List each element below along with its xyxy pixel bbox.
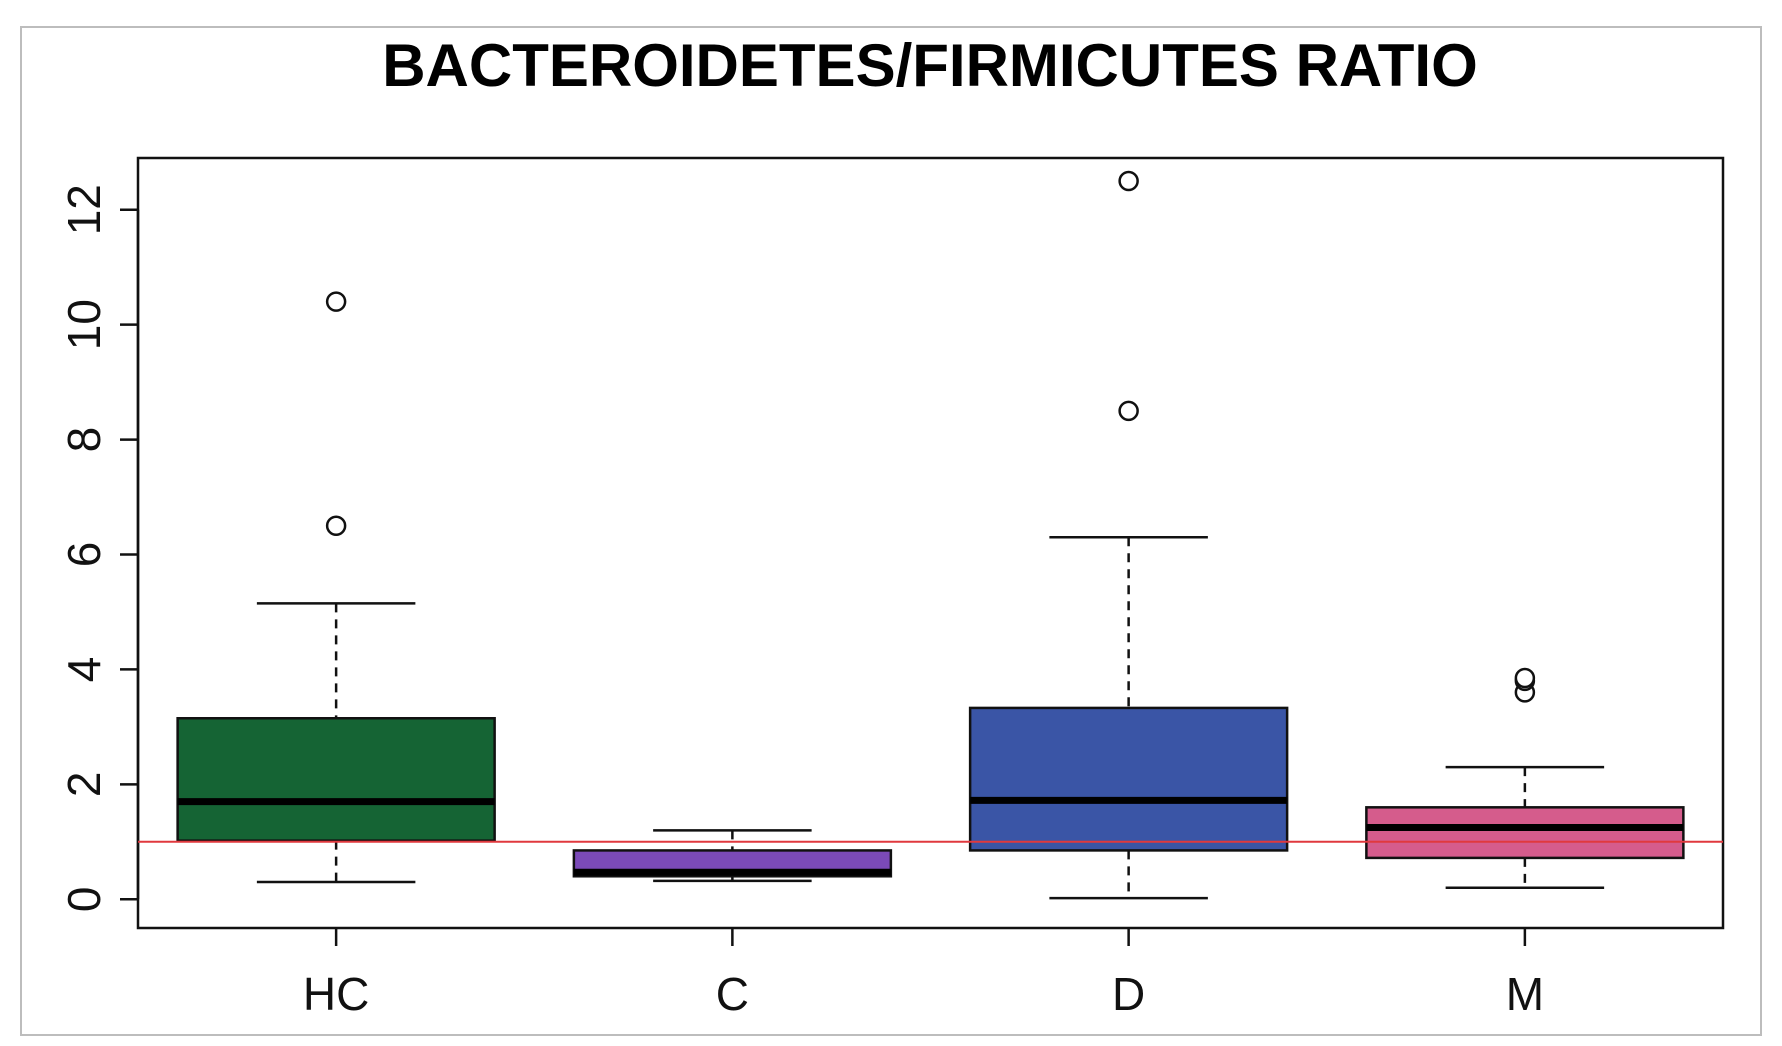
figure-frame: [20, 26, 1762, 1036]
box-iqr: [1365, 806, 1685, 860]
outlier-point: [1118, 170, 1139, 192]
y-tick-label: 8: [58, 427, 110, 453]
y-tick-label: 2: [58, 772, 110, 798]
outlier-point: [1118, 400, 1139, 422]
outlier-point: [325, 515, 347, 537]
outlier-point: [325, 291, 347, 312]
x-tick-label: C: [716, 968, 749, 1020]
y-tick-label: 0: [58, 886, 110, 912]
x-tick-label: HC: [303, 968, 369, 1020]
x-tick-label: M: [1506, 968, 1544, 1020]
y-tick-label: 12: [58, 184, 110, 235]
box-iqr: [176, 717, 496, 842]
box-group-m: [1365, 667, 1685, 890]
boxplot-layer: [176, 170, 1685, 900]
box-iqr: [968, 706, 1289, 852]
y-tick-label: 6: [58, 542, 110, 568]
y-axis: 0 2 4 6 8 10 12: [58, 184, 140, 912]
chart-title: BACTEROIDETES/FIRMICUTES RATIO: [382, 32, 1478, 99]
box-group-d: [968, 170, 1289, 900]
x-axis: HC C D M: [303, 928, 1544, 1020]
outlier-point: [1514, 667, 1536, 689]
box-group-hc: [176, 291, 496, 884]
y-tick-label: 10: [58, 299, 110, 350]
x-tick-label: D: [1112, 968, 1145, 1020]
box-group-c: [572, 829, 893, 883]
y-tick-label: 4: [58, 657, 110, 683]
